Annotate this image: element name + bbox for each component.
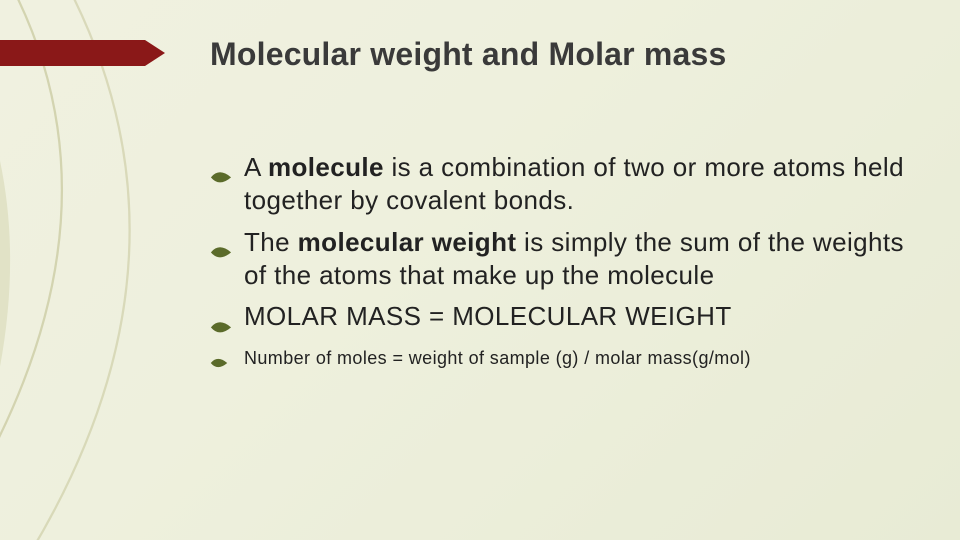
bullet-text-prefix: MOLAR MASS = MOLECULAR WEIGHT xyxy=(244,301,732,331)
bullet-text-prefix: Number of moles = weight of sample (g) /… xyxy=(244,348,751,368)
list-item: The molecular weight is simply the sum o… xyxy=(210,226,920,293)
leaf-bullet-icon xyxy=(210,309,232,325)
leaf-bullet-icon xyxy=(210,235,232,251)
slide-content: Molecular weight and Molar mass A molecu… xyxy=(210,36,920,378)
list-item-sub: Number of moles = weight of sample (g) /… xyxy=(210,347,920,370)
bullet-text-prefix: The xyxy=(244,227,298,257)
leaf-bullet-icon xyxy=(210,160,232,176)
bullet-text-prefix: A xyxy=(244,152,268,182)
leaf-bullet-icon xyxy=(210,352,228,365)
bullet-text-bold: molecular weight xyxy=(298,227,517,257)
bullet-list: A molecule is a combination of two or mo… xyxy=(210,151,920,370)
list-item: A molecule is a combination of two or mo… xyxy=(210,151,920,218)
list-item: MOLAR MASS = MOLECULAR WEIGHT xyxy=(210,300,920,333)
accent-bar xyxy=(0,40,170,66)
slide-title: Molecular weight and Molar mass xyxy=(210,36,920,73)
bullet-text-bold: molecule xyxy=(268,152,384,182)
